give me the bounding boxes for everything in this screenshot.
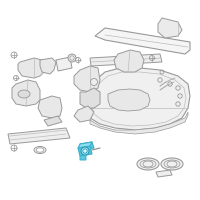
Ellipse shape [167,161,177,167]
Polygon shape [74,66,100,92]
Polygon shape [78,142,92,148]
Polygon shape [80,88,100,108]
Polygon shape [38,96,62,118]
Polygon shape [8,128,70,144]
Polygon shape [44,116,62,126]
Ellipse shape [161,158,183,170]
Polygon shape [95,28,190,54]
Polygon shape [12,80,40,106]
Polygon shape [114,50,144,72]
Polygon shape [56,57,72,71]
Polygon shape [74,106,94,122]
Polygon shape [90,112,188,134]
Polygon shape [40,58,56,74]
Polygon shape [80,154,86,160]
Polygon shape [108,89,150,111]
Polygon shape [78,146,92,156]
Polygon shape [80,142,94,150]
Ellipse shape [137,158,159,170]
Polygon shape [88,68,190,130]
Circle shape [83,149,87,153]
Polygon shape [18,58,46,78]
Polygon shape [90,54,162,66]
Polygon shape [156,170,172,177]
Ellipse shape [18,90,30,98]
Ellipse shape [143,161,153,167]
Polygon shape [158,18,182,38]
Circle shape [68,54,76,62]
Circle shape [90,78,98,86]
Circle shape [81,147,89,155]
Ellipse shape [34,146,46,154]
